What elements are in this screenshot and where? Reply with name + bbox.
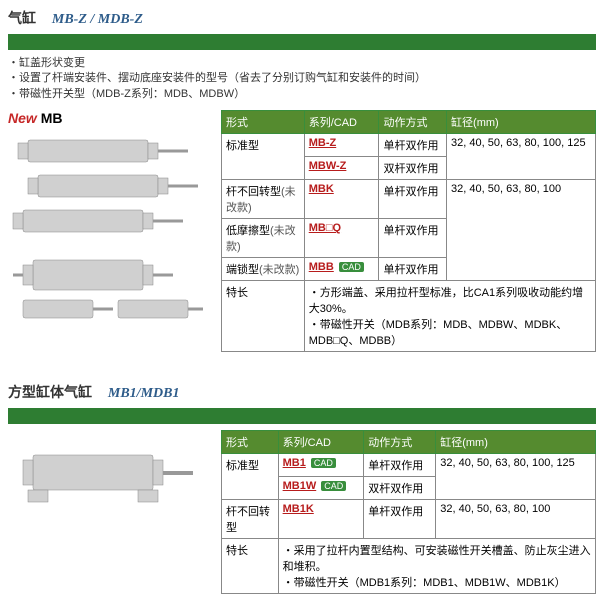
th-action: 动作方式 xyxy=(364,431,436,454)
cell-series: MB1K xyxy=(278,500,364,539)
cell-feature: ・方形端盖、采用拉杆型标准，比CA1系列吸收动能约增大30%。 ・带磁性开关（M… xyxy=(304,281,595,352)
series-link[interactable]: MB1K xyxy=(283,503,314,515)
cell-action: 单杆双作用 xyxy=(364,454,436,477)
th-bore: 缸径(mm) xyxy=(447,111,596,134)
section1-title: 气缸 MB-Z / MDB-Z xyxy=(8,8,596,28)
cell-form: 端锁型(未改款) xyxy=(222,258,305,281)
cad-badge: CAD xyxy=(321,481,346,491)
cell-action: 双杆双作用 xyxy=(379,157,447,180)
section2-title-model: MB1/MDB1 xyxy=(108,386,180,401)
cell-action: 单杆双作用 xyxy=(379,258,447,281)
section1-title-zh: 气缸 xyxy=(8,10,36,26)
table-row-feature: 特长 ・方形端盖、采用拉杆型标准，比CA1系列吸收动能约增大30%。 ・带磁性开… xyxy=(222,281,596,352)
feature-text: 带磁性开关（MDB系列：MDB、MDBW、MDBK、MDB□Q、MDBB） xyxy=(309,319,568,347)
table-row: 标准型 MB1 CAD 单杆双作用 32, 40, 50, 63, 80, 10… xyxy=(222,454,596,477)
cell-form: 杆不回转型 xyxy=(222,500,279,539)
cell-action: 单杆双作用 xyxy=(364,500,436,539)
table-row: 标准型 MB-Z 单杆双作用 32, 40, 50, 63, 80, 100, … xyxy=(222,134,596,157)
cell-action: 单杆双作用 xyxy=(379,180,447,219)
section1-illustration: New MB xyxy=(8,110,221,333)
cell-series: MB1 CAD xyxy=(278,454,364,477)
cylinder-icon xyxy=(8,430,203,530)
cell-action: 单杆双作用 xyxy=(379,134,447,157)
section2-title: 方型缸体气缸 MB1/MDB1 xyxy=(8,382,596,402)
cell-feature-label: 特长 xyxy=(222,281,305,352)
section2-green-strip xyxy=(8,408,596,424)
section2-body: 形式 系列/CAD 动作方式 缸径(mm) 标准型 MB1 CAD 单杆双作用 … xyxy=(8,430,596,594)
series-link[interactable]: MBK xyxy=(309,183,334,195)
cell-series: MBB CAD xyxy=(304,258,379,281)
section1-title-model: MB-Z / MDB-Z xyxy=(52,12,143,27)
table-row: 杆不回转型 MB1K 单杆双作用 32, 40, 50, 63, 80, 100 xyxy=(222,500,596,539)
section1-green-strip xyxy=(8,34,596,50)
cell-series: MB1W CAD xyxy=(278,477,364,500)
new-mb-label: New MB xyxy=(8,110,213,126)
section1-bullets: ・缸盖形状变更 ・设置了杆端安装件、摆动底座安装件的型号（省去了分别订购气缸和安… xyxy=(8,56,596,102)
cell-series: MBW-Z xyxy=(304,157,379,180)
section2-title-zh: 方型缸体气缸 xyxy=(8,384,92,400)
th-action: 动作方式 xyxy=(379,111,447,134)
cell-form: 低摩擦型(未改款) xyxy=(222,219,305,258)
th-form: 形式 xyxy=(222,111,305,134)
th-form: 形式 xyxy=(222,431,279,454)
feature-text: 采用了拉杆内置型结构、可安装磁性开关槽盖、防止灰尘进入和堆积。 xyxy=(283,545,591,573)
cell-bore: 32, 40, 50, 63, 80, 100, 125 xyxy=(447,134,596,180)
feature-text: 带磁性开关（MDB1系列：MDB1、MDB1W、MDB1K） xyxy=(294,577,566,589)
new-text: New xyxy=(8,110,37,126)
series-link[interactable]: MBW-Z xyxy=(309,160,347,172)
section2-table: 形式 系列/CAD 动作方式 缸径(mm) 标准型 MB1 CAD 单杆双作用 … xyxy=(221,430,596,594)
series-link[interactable]: MB1 xyxy=(283,457,306,469)
cell-bore: 32, 40, 50, 63, 80, 100 xyxy=(436,500,596,539)
cell-form: 杆不回转型(未改款) xyxy=(222,180,305,219)
cell-feature-label: 特长 xyxy=(222,539,279,594)
series-link[interactable]: MB1W xyxy=(283,480,317,492)
section1-body: New MB xyxy=(8,110,596,352)
bullet-text: 缸盖形状变更 xyxy=(19,57,85,69)
cell-bore: 32, 40, 50, 63, 80, 100, 125 xyxy=(436,454,596,500)
cell-form: 标准型 xyxy=(222,134,305,180)
th-series: 系列/CAD xyxy=(304,111,379,134)
cad-badge: CAD xyxy=(311,458,336,468)
cell-series: MB□Q xyxy=(304,219,379,258)
cad-badge: CAD xyxy=(339,262,364,272)
series-link[interactable]: MB-Z xyxy=(309,137,337,149)
series-link[interactable]: MB□Q xyxy=(309,222,341,234)
cell-action: 单杆双作用 xyxy=(379,219,447,258)
cell-series: MBK xyxy=(304,180,379,219)
th-bore: 缸径(mm) xyxy=(436,431,596,454)
cell-feature: ・采用了拉杆内置型结构、可安装磁性开关槽盖、防止灰尘进入和堆积。 ・带磁性开关（… xyxy=(278,539,595,594)
cell-series: MB-Z xyxy=(304,134,379,157)
cell-bore: 32, 40, 50, 63, 80, 100 xyxy=(447,180,596,281)
table-row: 杆不回转型(未改款) MBK 单杆双作用 32, 40, 50, 63, 80,… xyxy=(222,180,596,219)
section1-table: 形式 系列/CAD 动作方式 缸径(mm) 标准型 MB-Z 单杆双作用 32,… xyxy=(221,110,596,352)
bullet-text: 带磁性开关型（MDB-Z系列：MDB、MDBW） xyxy=(19,88,245,100)
th-series: 系列/CAD xyxy=(278,431,364,454)
bullet-text: 设置了杆端安装件、摆动底座安装件的型号（省去了分别订购气缸和安装件的时间） xyxy=(19,72,426,84)
series-link[interactable]: MBB xyxy=(309,261,334,273)
cell-form: 标准型 xyxy=(222,454,279,500)
section2-illustration xyxy=(8,430,221,533)
feature-text: 方形端盖、采用拉杆型标准，比CA1系列吸收动能约增大30%。 xyxy=(309,287,583,315)
mb-text: MB xyxy=(41,110,63,126)
cylinder-group-icon xyxy=(8,130,203,330)
cell-action: 双杆双作用 xyxy=(364,477,436,500)
table-row-feature: 特长 ・采用了拉杆内置型结构、可安装磁性开关槽盖、防止灰尘进入和堆积。 ・带磁性… xyxy=(222,539,596,594)
